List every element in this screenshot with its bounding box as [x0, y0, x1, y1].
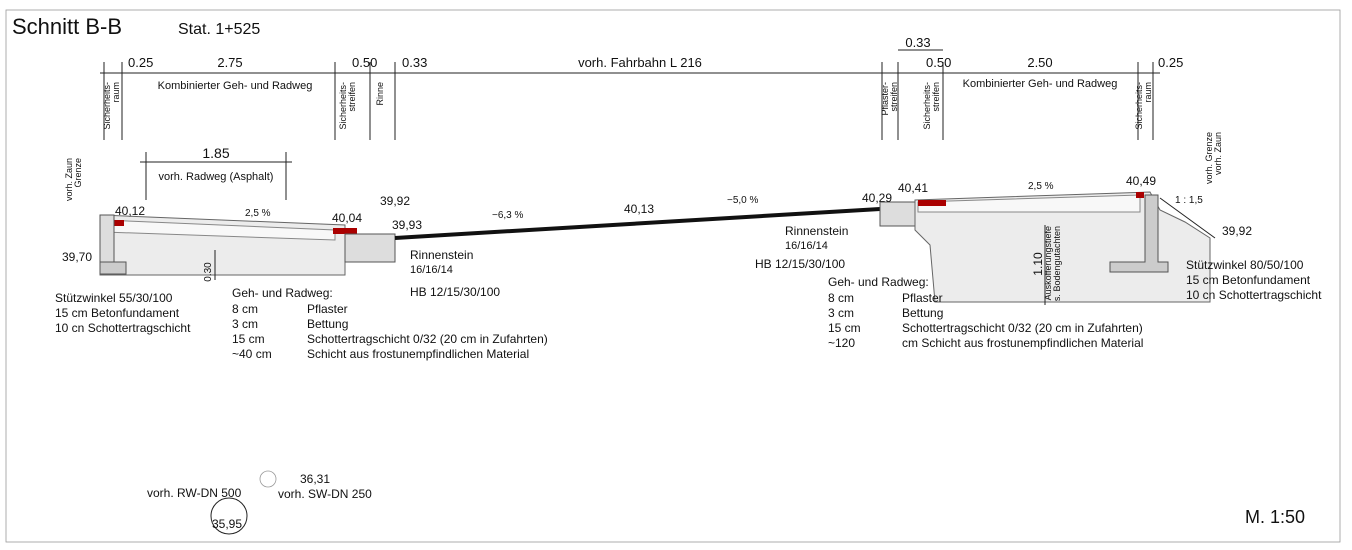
- layer-name: Pflaster: [902, 291, 943, 305]
- dimension-label: vorh. Fahrbahn L 216: [578, 55, 702, 70]
- depth: 0.30: [203, 262, 214, 282]
- frame: [5, 9, 1341, 543]
- road-surface: [394, 207, 881, 240]
- curb-label: HB 12/15/30/100: [410, 285, 500, 299]
- scale: M. 1:50: [1245, 507, 1305, 527]
- elevation: 39,92: [1222, 224, 1252, 238]
- dimension-label: 0.25: [128, 55, 153, 70]
- layers-title: Geh- und Radweg:: [232, 286, 333, 300]
- dimension-label: 2.75: [217, 55, 242, 70]
- slope: 2,5 %: [1028, 181, 1054, 192]
- layer-depth: ~120: [828, 336, 855, 350]
- walkway-label: Kombinierter Geh- und Radweg: [963, 78, 1118, 90]
- slope: −6,3 %: [492, 210, 524, 221]
- dimension-label: 0.50: [352, 55, 377, 70]
- layer-name: Schicht aus frostunempfindlichen Materia…: [307, 347, 529, 361]
- vertical-label: vorh. Zaun: [1213, 132, 1223, 175]
- pipe-level: 36,31: [300, 472, 330, 486]
- pipe-sw: [259, 470, 277, 488]
- vertical-label: Sicherheits-: [922, 82, 932, 130]
- wall-note: 15 cm Betonfundament: [1186, 273, 1311, 287]
- vertical-label: Grenze: [73, 158, 83, 188]
- curb-label: Rinnenstein: [410, 248, 473, 262]
- vertical-label: s. Bodengutachten: [1052, 226, 1062, 301]
- layer-depth: 8 cm: [828, 291, 854, 305]
- radweg-label: vorh. Radweg (Asphalt): [159, 171, 274, 183]
- layer-depth: 15 cm: [828, 321, 861, 335]
- elevation: 39,70: [62, 250, 92, 264]
- layer-name: Pflaster: [307, 302, 348, 316]
- curb-label: 16/16/14: [410, 264, 453, 276]
- radweg-width: 1.85: [202, 145, 229, 161]
- elevation: 39,92: [380, 194, 410, 208]
- vertical-label: Sicherheits-: [1134, 82, 1144, 130]
- slope: 2,5 %: [245, 208, 271, 219]
- dimension-label: 0.25: [1158, 55, 1183, 70]
- dimension-ticks: [103, 49, 1154, 140]
- vertical-label: Rinne: [375, 82, 385, 106]
- vertical-label: vorh. Grenze: [1204, 132, 1214, 184]
- pipe-label: vorh. SW-DN 250: [278, 487, 372, 501]
- elevation: 40,29: [862, 191, 892, 205]
- layer-depth: 3 cm: [828, 306, 854, 320]
- wall-note: 10 cn Schottertragschicht: [55, 321, 191, 335]
- vertical-label: Sicherheits-: [338, 82, 348, 130]
- layer-name: Schottertragschicht 0/32 (20 cm in Zufah…: [307, 332, 548, 346]
- vertical-label: vorh. Zaun: [64, 158, 74, 201]
- pipe-rw: [210, 497, 248, 535]
- elevation: 40,12: [115, 204, 145, 218]
- elevation: 40,13: [624, 202, 654, 216]
- dimension-label: 0.33: [905, 35, 930, 50]
- radweg-dimension: [140, 152, 292, 200]
- layer-name: Bettung: [307, 317, 348, 331]
- vertical-label: Pflaster-: [880, 82, 890, 116]
- walkway-label: Kombinierter Geh- und Radweg: [158, 80, 313, 92]
- wall-note: 10 cn Schottertragschicht: [1186, 288, 1322, 302]
- dimension-label: 0.50: [926, 55, 951, 70]
- left-walkway: [99, 214, 396, 276]
- layer-name: Schottertragschicht 0/32 (20 cm in Zufah…: [902, 321, 1143, 335]
- dimension-label: 0.33: [402, 55, 427, 70]
- slope: 1 : 1,5: [1175, 195, 1203, 206]
- station: Stat. 1+525: [178, 21, 260, 38]
- vertical-label: streifen: [889, 82, 899, 112]
- elevation: 39,93: [392, 218, 422, 232]
- slope: −5,0 %: [727, 195, 759, 206]
- layer-name: Bettung: [902, 306, 943, 320]
- wall-note: Stützwinkel 55/30/100: [55, 291, 173, 305]
- wall-note: Stützwinkel 80/50/100: [1186, 258, 1304, 272]
- curb-label: 16/16/14: [785, 240, 828, 252]
- vertical-label: raum: [1143, 82, 1153, 103]
- vertical-label: Auskofferungstiefe: [1043, 226, 1053, 300]
- curb-label: HB 12/15/30/100: [755, 257, 845, 271]
- layer-depth: 3 cm: [232, 317, 258, 331]
- vertical-label: raum: [111, 82, 121, 103]
- layer-depth: 15 cm: [232, 332, 265, 346]
- vertical-label: streifen: [347, 82, 357, 112]
- layer-depth: ~40 cm: [232, 347, 272, 361]
- title: Schnitt B-B: [12, 14, 122, 39]
- layer-name: cm Schicht aus frostunempfindlichen Mate…: [902, 336, 1143, 350]
- vertical-label: Sicherheits-: [102, 82, 112, 130]
- vertical-label: streifen: [931, 82, 941, 112]
- dimension-label: 2.50: [1027, 55, 1052, 70]
- wall-note: 15 cm Betonfundament: [55, 306, 180, 320]
- elevation: 40,04: [332, 211, 362, 225]
- elevation: 40,49: [1126, 174, 1156, 188]
- right-walkway: [879, 191, 1216, 305]
- layer-depth: 8 cm: [232, 302, 258, 316]
- pipe-level: 35,95: [212, 517, 242, 531]
- layers-title: Geh- und Radweg:: [828, 275, 929, 289]
- elevation: 40,41: [898, 181, 928, 195]
- pipe-label: vorh. RW-DN 500: [147, 486, 242, 500]
- curb-label: Rinnenstein: [785, 224, 848, 238]
- depth: 1.10: [1031, 252, 1045, 276]
